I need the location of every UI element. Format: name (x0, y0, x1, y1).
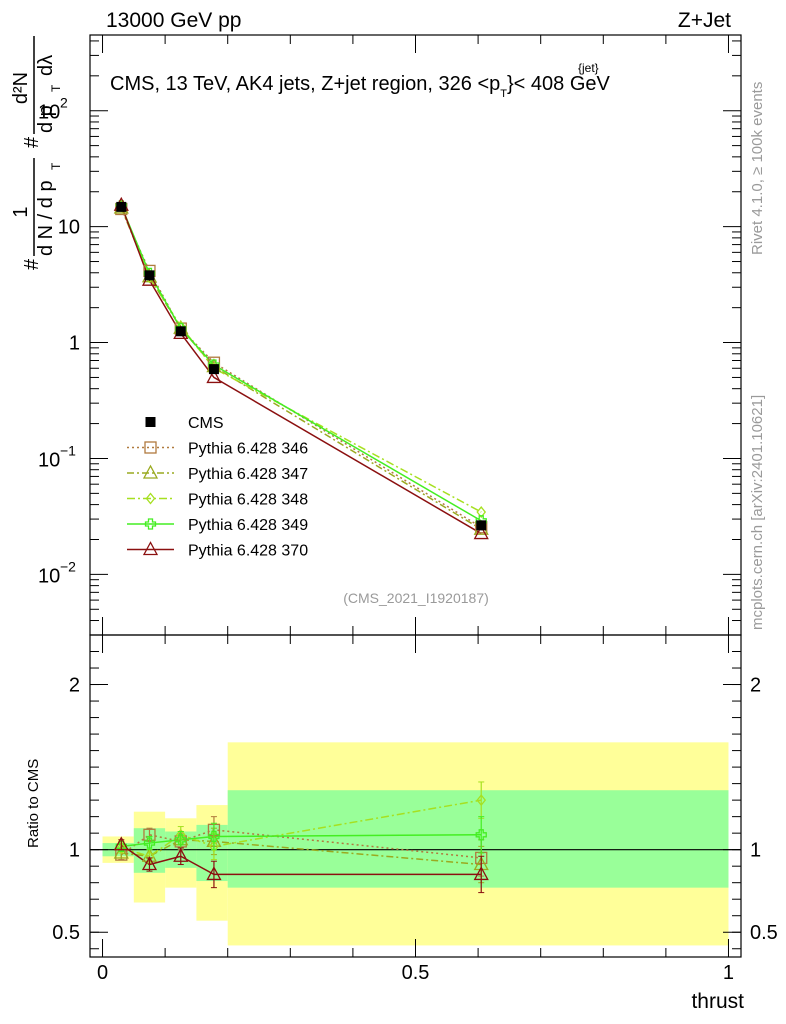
ratio-green-band-4 (227, 790, 729, 888)
main-y-tick-label-2: 1 (69, 333, 80, 355)
ratio-y-tick-label-right-1: 1 (750, 840, 761, 862)
ratio-series-4-point-1 (143, 837, 156, 849)
ylabel-hash-2: # (21, 136, 43, 148)
main-series-5-point-3 (206, 369, 222, 384)
ylabel-dlambda: dλ (35, 55, 57, 76)
ratio-series-4-point-4 (475, 829, 487, 841)
legend-marker-1 (144, 441, 157, 454)
x-tick-label-1: 0.5 (402, 962, 430, 984)
main-y-tick-label-1: 10 (38, 449, 60, 471)
ratio-y-tick-label-right-0: 0.5 (750, 922, 778, 944)
legend-marker-3 (145, 492, 156, 505)
ratio-series-4-point-0 (115, 840, 127, 853)
main-series-5-point-4 (473, 525, 489, 540)
ratio-series-3-point-0 (116, 841, 127, 855)
plot-title: CMS, 13 TeV, AK4 jets, Z+jet region, 326… (110, 73, 611, 100)
ylabel-dn: d N / d p (35, 180, 57, 256)
ratio-y-tick-label-left-0: 0.5 (52, 922, 80, 944)
cms-point-1 (144, 270, 155, 281)
x-axis-label: thrust (691, 990, 744, 1013)
main-y-tick-label-0: 10 (38, 565, 60, 587)
x-tick-label-2: 1 (723, 962, 734, 984)
ratio-y-axis-label: Ratio to CMS (25, 759, 42, 848)
ylabel-hash-1: # (21, 258, 43, 270)
legend-label-5: Pythia 6.428 370 (188, 543, 308, 560)
header-left-label: 13000 GeV pp (106, 9, 241, 32)
rivet-label: Rivet 4.1.0, ≥ 100k events (749, 82, 766, 255)
plot-title-main: CMS, 13 TeV, AK4 jets, Z+jet region, 326… (110, 73, 500, 95)
main-y-tick-label-4: 10 (38, 102, 60, 124)
cms-point-0 (116, 201, 127, 212)
ylabel-dpt: d p (35, 105, 57, 133)
ratio-series-3-point-4 (476, 794, 487, 807)
ratio-series-4-point-3 (208, 830, 220, 843)
legend-marker-4 (144, 518, 157, 530)
main-y-tick-exp-1: −1 (60, 442, 76, 458)
header-right-label: Z+Jet (678, 9, 731, 32)
legend-label-0: CMS (188, 415, 224, 432)
legend-marker-2 (142, 464, 159, 479)
legend-label-4: Pythia 6.428 349 (188, 517, 308, 534)
x-tick-label-0: 0 (97, 962, 108, 984)
ratio-series-5-point-0 (113, 836, 129, 851)
mcplots-label: mcplots.cern.ch [arXiv:2401.10621] (749, 395, 766, 630)
ratio-series-5-point-3 (206, 866, 222, 881)
main-y-tick-label-3: 10 (58, 217, 80, 239)
ratio-y-tick-label-left-1: 1 (69, 840, 80, 862)
legend-marker-cms (145, 417, 156, 427)
ylabel-t1: T (49, 162, 63, 170)
ratio-series-5-point-2 (173, 847, 189, 862)
ratio-series-3-point-3 (209, 840, 219, 853)
main-y-axis-label: # 1 d N / d p T # d²N d p T dλ (10, 36, 63, 270)
ratio-plot-panel: 0.5 0.5 1 1 2 2 0 0.5 1 Ratio to CMS thrust (25, 634, 778, 1013)
ratio-series-5-point-4 (473, 866, 489, 881)
main-series-3-point-4 (476, 506, 487, 519)
cms-point-2 (175, 326, 186, 337)
cms-point-3 (208, 364, 219, 375)
ratio-series-4-point-2 (175, 834, 187, 846)
ratio-y-tick-label-left-2: 2 (69, 675, 80, 697)
legend: CMS Pythia 6.428 346 Pythia 6.428 347 Pythi… (127, 415, 308, 560)
plot-title-tail: }< 408 GeV (507, 73, 611, 95)
legend-label-2: Pythia 6.428 347 (188, 466, 308, 483)
legend-label-3: Pythia 6.428 348 (188, 492, 308, 509)
main-y-tick-exp-0: −2 (60, 558, 76, 574)
ylabel-d2n: d²N (10, 72, 32, 104)
ratio-y-tick-label-right-2: 2 (750, 675, 761, 697)
ratio-series-2-point-0 (113, 844, 129, 859)
plot-title-sub: T (500, 88, 507, 100)
legend-label-1: Pythia 6.428 346 (188, 441, 308, 458)
ylabel-one: 1 (10, 206, 32, 217)
ratio-series-5-point-1 (141, 856, 158, 871)
cms-point-4 (476, 520, 487, 531)
main-series-line-5 (120, 204, 482, 535)
ylabel-t2: T (49, 84, 63, 92)
legend-marker-5 (142, 541, 159, 556)
analysis-tag: (CMS_2021_I1920187) (343, 590, 489, 606)
plot-title-sup: {jet} (578, 61, 599, 75)
main-y-tick-exp-4: 2 (60, 95, 68, 111)
